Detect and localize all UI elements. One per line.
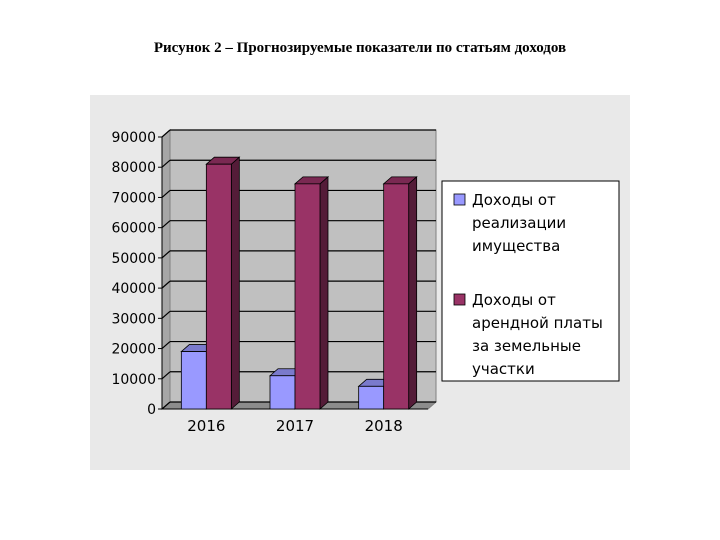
bar (294, 183, 321, 410)
x-tick-label: 2018 (365, 417, 403, 435)
bar-side (319, 175, 329, 410)
bar (269, 375, 296, 410)
bar (205, 163, 232, 410)
gridline-side (161, 280, 171, 289)
plot-side-wall (161, 128, 171, 411)
gridline-side (161, 401, 171, 410)
y-tick-label: 60000 (111, 221, 156, 237)
legend: Доходы от реализации имущества Доходы от аре… (441, 180, 620, 382)
gridline-side (161, 371, 171, 380)
y-tick-label: 50000 (111, 251, 156, 267)
gridline-side (161, 129, 171, 138)
bar (358, 385, 385, 410)
gridline-side (161, 310, 171, 319)
gridline-side (161, 159, 171, 168)
legend-label: Доходы от реализации имущества (472, 191, 566, 255)
y-tick-label: 20000 (111, 342, 156, 358)
x-axis: 2016 2017 2018 (162, 408, 428, 435)
bars (180, 156, 418, 410)
figure-caption: Рисунок 2 – Прогнозируемые показатели по… (153, 40, 567, 56)
legend-label: Доходы от арендной платы за земельные участ… (472, 291, 603, 378)
bar-side (230, 156, 240, 410)
y-tick-label: 90000 (111, 130, 156, 146)
x-tick-label: 2017 (276, 417, 314, 435)
y-tick-label: 10000 (111, 372, 156, 388)
y-tick-label: 80000 (111, 160, 156, 176)
bar-side (408, 175, 418, 410)
legend-swatch (453, 193, 466, 206)
gridline-side (161, 250, 171, 259)
legend-box (441, 180, 620, 382)
y-tick-label: 40000 (111, 281, 156, 297)
gridline-side (161, 220, 171, 229)
y-axis: 0 10000 20000 30000 40000 50000 60000 70000 8000… (111, 130, 163, 418)
gridline-side (161, 341, 171, 350)
y-tick-label: 70000 (111, 190, 156, 206)
y-tick-label: 30000 (111, 311, 156, 327)
legend-swatch (453, 293, 466, 306)
gridline-side (161, 189, 171, 198)
y-tick-label: 0 (147, 402, 156, 418)
bar (383, 183, 410, 410)
x-tick-label: 2016 (187, 417, 225, 435)
bar (180, 351, 207, 410)
